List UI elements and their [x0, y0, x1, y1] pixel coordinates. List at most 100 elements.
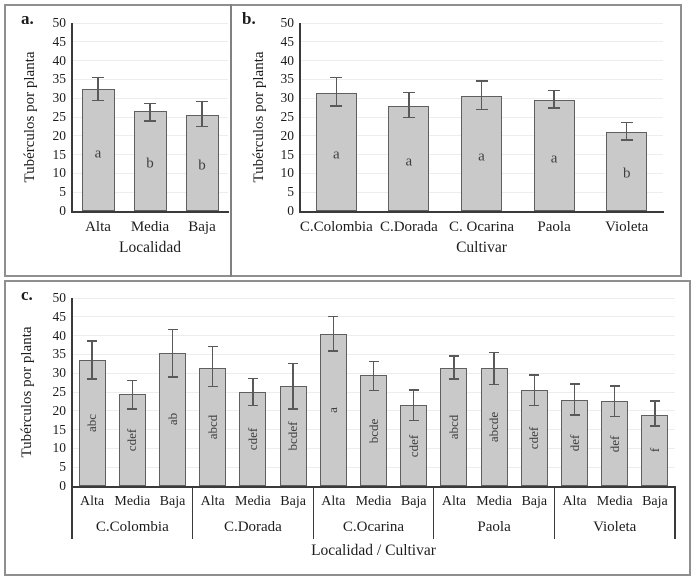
gridline	[72, 41, 228, 43]
error-bar-cap-bottom	[167, 376, 178, 378]
y-tick-label: 45	[52, 308, 67, 324]
error-bar	[493, 352, 495, 385]
error-bar-cap-top	[448, 355, 459, 357]
group-separator	[192, 486, 194, 539]
category-label: Baja	[400, 494, 427, 509]
y-tick-label: 15	[280, 146, 295, 162]
error-bar	[332, 316, 335, 351]
error-bar-cap-top	[475, 80, 488, 82]
y-tick-label: 5	[59, 184, 66, 200]
error-bar-cap-top	[489, 351, 500, 354]
y-tick-label: 35	[52, 346, 67, 362]
sig-letter: a	[94, 145, 102, 162]
error-bar-cap-top	[609, 385, 620, 387]
error-bar-cap-bottom	[609, 415, 620, 418]
error-bar	[171, 329, 174, 377]
error-bar-cap-bottom	[448, 378, 459, 380]
x-axis-line	[71, 486, 676, 488]
group-separator	[433, 486, 435, 539]
y-tick-label: 10	[52, 165, 67, 181]
bar	[319, 333, 347, 486]
group-label: Violeta	[593, 519, 637, 535]
error-bar	[292, 363, 294, 409]
error-bar	[97, 77, 99, 101]
group-label: C.Ocarina	[342, 519, 405, 535]
error-bar-cap-bottom	[87, 378, 98, 380]
category-label: Alta	[85, 219, 111, 235]
gridline	[72, 60, 228, 62]
sig-letter: a	[325, 406, 341, 413]
y-tick-label: 0	[287, 203, 294, 218]
error-bar	[613, 386, 616, 417]
gridline	[72, 22, 228, 24]
error-bar-cap-bottom	[127, 408, 138, 410]
group-label: Paola	[477, 519, 511, 535]
error-bar	[131, 380, 134, 409]
error-bar-cap-top	[127, 379, 138, 382]
error-bar-cap-bottom	[288, 408, 299, 410]
gridline	[72, 297, 675, 299]
error-bar	[573, 384, 576, 415]
category-label: Alta	[200, 494, 225, 509]
category-label: Media	[476, 494, 512, 509]
panel-label: b.	[242, 9, 256, 28]
y-tick-label: 30	[280, 90, 295, 106]
error-bar-cap-top	[529, 374, 540, 376]
error-bar-cap-top	[330, 76, 343, 79]
error-bar-cap-top	[649, 400, 660, 402]
error-bar-cap-top	[92, 76, 104, 79]
error-bar	[533, 375, 536, 406]
error-bar	[211, 346, 214, 387]
error-bar	[553, 90, 555, 108]
bar	[461, 96, 502, 211]
y-tick-label: 30	[52, 365, 67, 381]
error-bar-cap-top	[569, 383, 580, 385]
group-label: C.Dorada	[223, 519, 282, 535]
y-tick-label: 15	[52, 146, 67, 162]
error-bar	[625, 122, 628, 140]
error-bar	[408, 92, 410, 117]
y-tick-label: 0	[59, 478, 66, 493]
sig-letter: ab	[164, 413, 180, 426]
error-bar	[252, 378, 254, 406]
x-axis-title: Localidad	[119, 239, 181, 256]
panel-label: c.	[21, 285, 33, 304]
y-tick-label: 50	[280, 15, 295, 30]
category-label: Paola	[537, 219, 571, 235]
sig-letter: a	[478, 148, 485, 165]
error-bar	[201, 101, 203, 127]
error-bar-cap-top	[87, 340, 98, 342]
error-bar-cap-bottom	[548, 107, 561, 109]
category-label: Baja	[521, 494, 548, 509]
y-axis-line	[299, 23, 301, 211]
sig-letter: cdef	[405, 434, 421, 457]
gridline	[72, 316, 675, 318]
bar	[133, 111, 167, 211]
sig-letter: cdef	[526, 426, 542, 450]
error-bar-cap-top	[167, 328, 178, 331]
error-bar-cap-top	[144, 102, 156, 105]
error-bar-cap-bottom	[144, 120, 156, 122]
group-separator	[71, 486, 73, 539]
y-tick-label: 25	[52, 109, 67, 124]
group-separator	[312, 486, 314, 539]
y-tick-label: 15	[52, 421, 67, 437]
group-label: C.Colombia	[95, 519, 169, 535]
group-separator	[674, 486, 676, 539]
category-label: C.Dorada	[379, 219, 438, 235]
y-tick-label: 20	[280, 127, 295, 143]
y-tick-label: 40	[280, 52, 295, 68]
error-bar-cap-bottom	[475, 108, 488, 111]
category-label: Baja	[188, 219, 216, 235]
y-tick-label: 25	[52, 384, 67, 399]
bottom-panel-border	[4, 280, 691, 576]
error-bar-cap-bottom	[207, 385, 218, 388]
bar	[78, 360, 106, 486]
error-bar-cap-bottom	[330, 105, 343, 107]
error-bar	[91, 341, 93, 379]
category-label: Media	[355, 494, 392, 509]
gridline	[300, 78, 663, 80]
sig-letter: abcd	[445, 414, 461, 440]
category-label: Media	[114, 494, 151, 509]
sig-letter: b	[198, 157, 206, 174]
